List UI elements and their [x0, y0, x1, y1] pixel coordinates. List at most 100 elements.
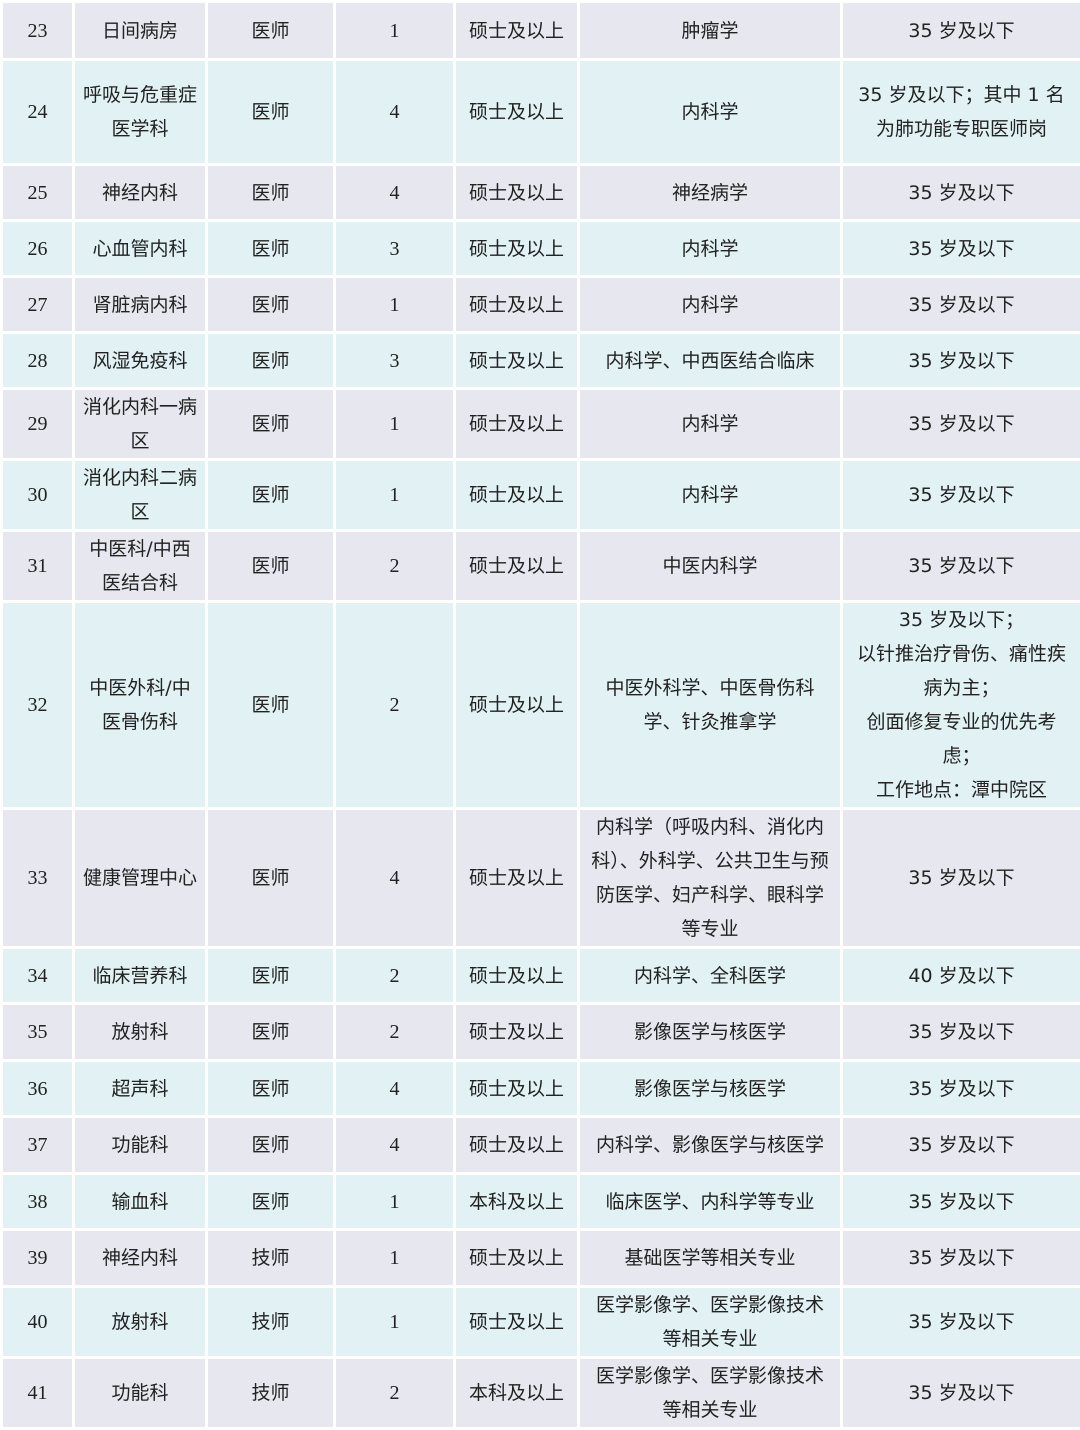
department-cell: 呼吸与危重症医学科	[74, 60, 207, 165]
row-number-cell: 26	[2, 221, 74, 277]
department-cell: 超声科	[74, 1061, 207, 1117]
major-cell: 内科学、中西医结合临床	[579, 333, 842, 389]
headcount-cell: 4	[335, 1117, 455, 1174]
headcount-cell: 1	[335, 1230, 455, 1287]
position-cell: 医师	[207, 531, 335, 602]
department-cell: 健康管理中心	[74, 809, 207, 948]
position-cell: 医师	[207, 2, 335, 60]
education-cell: 硕士及以上	[455, 1004, 579, 1061]
education-cell: 硕士及以上	[455, 460, 579, 531]
headcount-cell: 4	[335, 1061, 455, 1117]
headcount-cell: 3	[335, 221, 455, 277]
education-cell: 硕士及以上	[455, 2, 579, 60]
position-cell: 技师	[207, 1230, 335, 1287]
headcount-cell: 1	[335, 389, 455, 460]
notes-cell: 35 岁及以下； 以针推治疗骨伤、痛性疾病为主； 创面修复专业的优先考虑； 工作…	[842, 602, 1080, 809]
row-number-cell: 37	[2, 1117, 74, 1174]
headcount-cell: 2	[335, 602, 455, 809]
headcount-cell: 2	[335, 1004, 455, 1061]
notes-cell: 35 岁及以下	[842, 1117, 1080, 1174]
department-cell: 肾脏病内科	[74, 277, 207, 333]
notes-cell: 35 岁及以下	[842, 460, 1080, 531]
education-cell: 硕士及以上	[455, 531, 579, 602]
department-cell: 放射科	[74, 1004, 207, 1061]
position-cell: 医师	[207, 1061, 335, 1117]
major-cell: 影像医学与核医学	[579, 1061, 842, 1117]
row-number-cell: 38	[2, 1174, 74, 1230]
major-cell: 内科学	[579, 277, 842, 333]
notes-cell: 35 岁及以下	[842, 1174, 1080, 1230]
row-number-cell: 25	[2, 165, 74, 221]
major-cell: 医学影像学、医学影像技术等相关专业	[579, 1287, 842, 1358]
position-cell: 医师	[207, 1117, 335, 1174]
education-cell: 硕士及以上	[455, 221, 579, 277]
department-cell: 心血管内科	[74, 221, 207, 277]
notes-cell: 35 岁及以下	[842, 221, 1080, 277]
department-cell: 中医外科/中医骨伤科	[74, 602, 207, 809]
department-cell: 风湿免疫科	[74, 333, 207, 389]
department-cell: 输血科	[74, 1174, 207, 1230]
row-number-cell: 29	[2, 389, 74, 460]
major-cell: 影像医学与核医学	[579, 1004, 842, 1061]
headcount-cell: 1	[335, 2, 455, 60]
row-number-cell: 27	[2, 277, 74, 333]
department-cell: 功能科	[74, 1117, 207, 1174]
major-cell: 中医内科学	[579, 531, 842, 602]
position-cell: 医师	[207, 277, 335, 333]
position-cell: 医师	[207, 389, 335, 460]
notes-cell: 40 岁及以下	[842, 948, 1080, 1004]
notes-cell: 35 岁及以下	[842, 2, 1080, 60]
row-number-cell: 35	[2, 1004, 74, 1061]
headcount-cell: 4	[335, 809, 455, 948]
notes-cell: 35 岁及以下	[842, 277, 1080, 333]
row-number-cell: 30	[2, 460, 74, 531]
row-number-cell: 36	[2, 1061, 74, 1117]
headcount-cell: 4	[335, 60, 455, 165]
major-cell: 内科学	[579, 460, 842, 531]
major-cell: 中医外科学、中医骨伤科学、针灸推拿学	[579, 602, 842, 809]
education-cell: 硕士及以上	[455, 948, 579, 1004]
department-cell: 放射科	[74, 1287, 207, 1358]
notes-cell: 35 岁及以下	[842, 1230, 1080, 1287]
major-cell: 内科学、影像医学与核医学	[579, 1117, 842, 1174]
notes-cell: 35 岁及以下	[842, 165, 1080, 221]
notes-cell: 35 岁及以下	[842, 333, 1080, 389]
notes-cell: 35 岁及以下	[842, 1287, 1080, 1358]
position-cell: 医师	[207, 333, 335, 389]
notes-cell: 35 岁及以下；其中 1 名为肺功能专职医师岗	[842, 60, 1080, 165]
department-cell: 消化内科一病区	[74, 389, 207, 460]
position-cell: 医师	[207, 1004, 335, 1061]
headcount-cell: 1	[335, 1174, 455, 1230]
notes-cell: 35 岁及以下	[842, 1004, 1080, 1061]
department-cell: 消化内科二病区	[74, 460, 207, 531]
position-cell: 医师	[207, 809, 335, 948]
education-cell: 硕士及以上	[455, 60, 579, 165]
education-cell: 本科及以上	[455, 1174, 579, 1230]
position-cell: 医师	[207, 165, 335, 221]
headcount-cell: 3	[335, 333, 455, 389]
major-cell: 神经病学	[579, 165, 842, 221]
position-cell: 医师	[207, 1174, 335, 1230]
education-cell: 硕士及以上	[455, 333, 579, 389]
education-cell: 硕士及以上	[455, 165, 579, 221]
notes-cell: 35 岁及以下	[842, 1061, 1080, 1117]
row-number-cell: 34	[2, 948, 74, 1004]
major-cell: 肿瘤学	[579, 2, 842, 60]
row-number-cell: 33	[2, 809, 74, 948]
position-cell: 技师	[207, 1287, 335, 1358]
